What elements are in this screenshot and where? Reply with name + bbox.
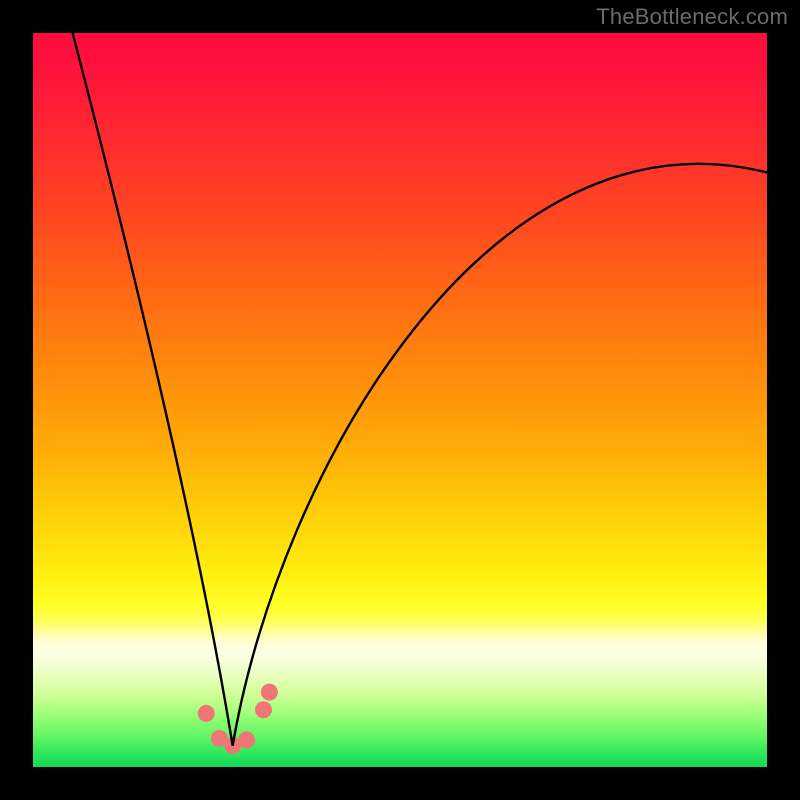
bottleneck-curve-chart (33, 33, 767, 767)
chart-frame: TheBottleneck.com (0, 0, 800, 800)
plot-area (33, 33, 767, 767)
watermark-text: TheBottleneck.com (596, 4, 788, 30)
curve-marker (255, 701, 272, 718)
curve-marker (238, 731, 255, 748)
gradient-background (33, 33, 767, 767)
curve-marker (198, 705, 215, 722)
curve-marker (261, 684, 278, 701)
